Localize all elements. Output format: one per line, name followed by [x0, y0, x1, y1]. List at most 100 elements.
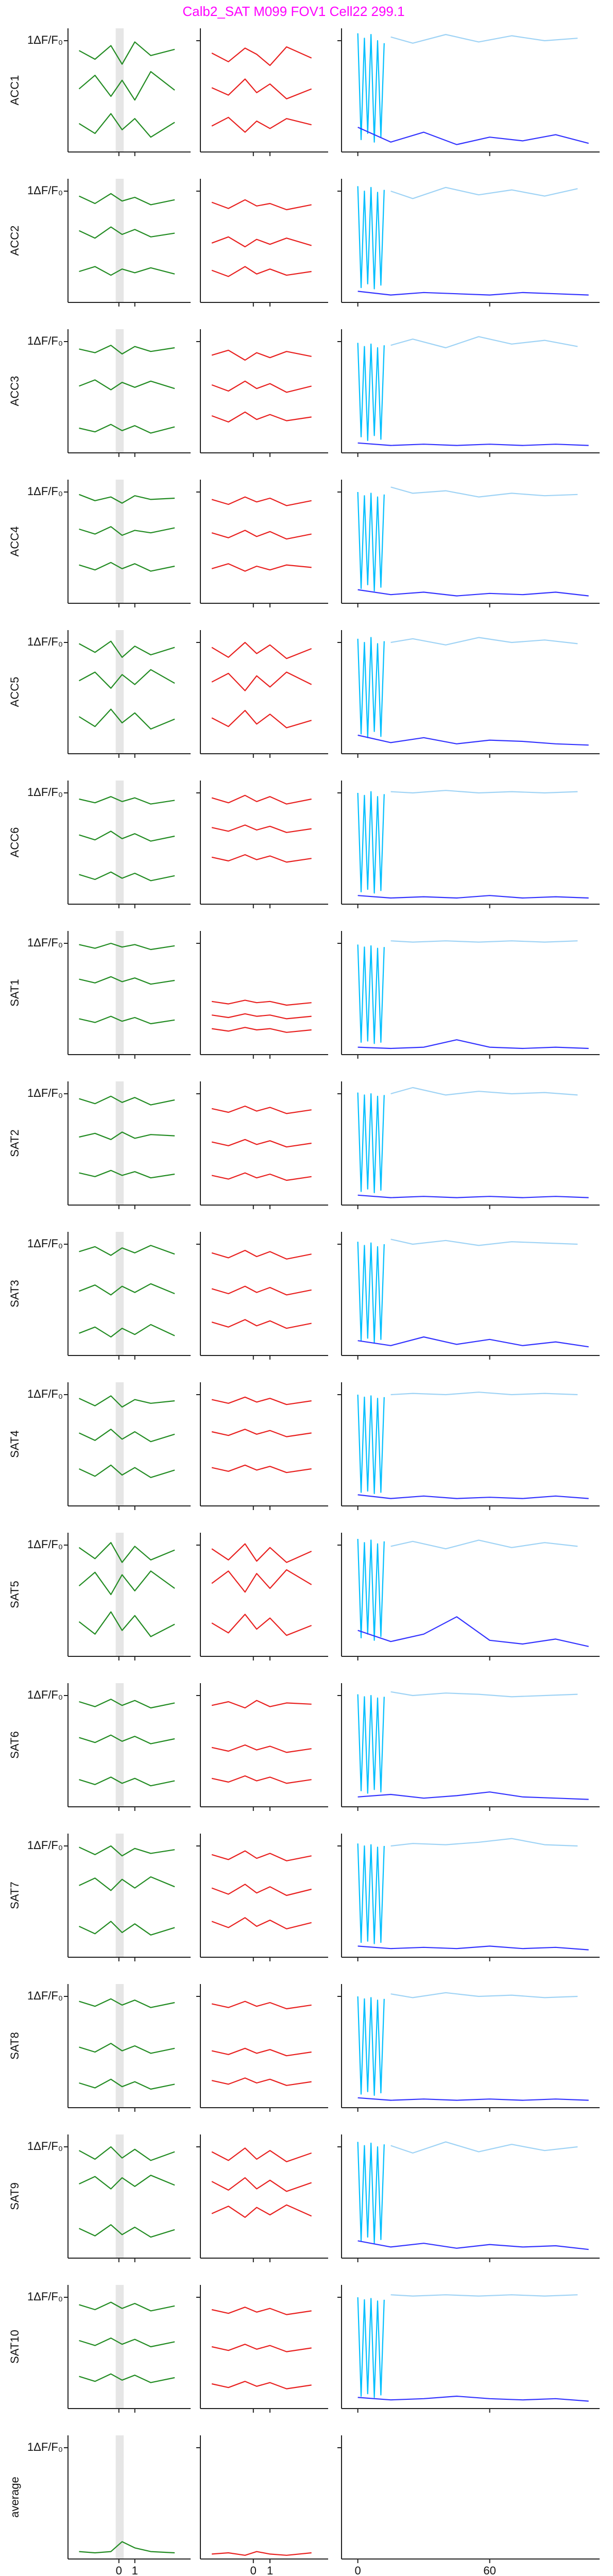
stim-window — [115, 2285, 124, 2409]
trace — [211, 2177, 312, 2192]
trace — [357, 637, 385, 738]
trace — [357, 2395, 589, 2402]
x-tick-label: 0 — [116, 2564, 122, 2576]
scale-label: 1ΔF/F₀ — [27, 1839, 63, 1852]
trace — [79, 226, 175, 239]
stim-window — [115, 781, 124, 904]
trace — [211, 1013, 312, 1020]
trace — [211, 236, 312, 248]
trace — [78, 1542, 175, 1563]
trace — [211, 641, 312, 659]
scale-label: 1ΔF/F₀ — [27, 635, 63, 648]
trace — [79, 494, 175, 504]
trace — [357, 1694, 385, 1794]
row-label: SAT2 — [8, 1129, 21, 1157]
trace — [211, 794, 312, 805]
row-label: ACC6 — [8, 827, 21, 858]
row-label: SAT1 — [8, 979, 21, 1006]
row-label: ACC2 — [8, 226, 21, 256]
trace — [212, 2551, 312, 2556]
scale-label: 1ΔF/F₀ — [27, 485, 63, 498]
stim-window — [115, 931, 124, 1055]
trace — [79, 1131, 175, 1140]
trace — [211, 999, 312, 1006]
trace — [79, 2078, 175, 2090]
trace — [357, 2097, 589, 2101]
trace — [357, 186, 385, 290]
trace — [79, 831, 175, 842]
trace — [79, 976, 175, 985]
trace — [79, 423, 175, 434]
trace — [79, 1170, 175, 1179]
trace — [390, 790, 578, 794]
trace — [79, 1464, 175, 1478]
scale-label: 1ΔF/F₀ — [27, 2140, 63, 2153]
trace — [211, 1429, 312, 1437]
trace — [79, 1734, 175, 1744]
trace — [79, 1998, 175, 2008]
stim-window — [115, 1232, 124, 1355]
scale-label: 1ΔF/F₀ — [27, 2290, 63, 2303]
stim-window — [115, 1081, 124, 1205]
trace — [390, 2294, 578, 2297]
trace — [390, 336, 578, 349]
trace — [211, 1105, 312, 1114]
trace — [79, 1395, 175, 1408]
trace — [78, 640, 175, 658]
scale-label: 1ΔF/F₀ — [27, 936, 63, 949]
trace — [211, 380, 312, 393]
trace — [390, 1691, 578, 1698]
trace — [79, 942, 175, 951]
x-tick-label: 60 — [483, 2564, 496, 2576]
trace — [357, 1092, 385, 1194]
trace — [357, 1194, 589, 1198]
trace — [211, 116, 312, 133]
trace — [357, 895, 589, 899]
trace — [211, 78, 312, 99]
trace — [79, 2301, 175, 2312]
trace — [79, 1776, 175, 1787]
trace — [79, 1324, 175, 1338]
trace — [390, 187, 578, 199]
trace — [357, 343, 385, 442]
trace — [357, 2297, 385, 2398]
trace — [211, 1172, 312, 1181]
trace — [390, 1392, 578, 1396]
scale-label: 1ΔF/F₀ — [27, 1538, 63, 1551]
trace — [357, 589, 589, 597]
x-tick-label: 1 — [132, 2564, 138, 2576]
row-label: SAT7 — [8, 1882, 21, 1909]
trace — [357, 1843, 385, 1944]
scale-label: 1ΔF/F₀ — [27, 1989, 63, 2002]
row-label: SAT8 — [8, 2032, 21, 2059]
trace — [211, 2047, 312, 2057]
trace — [211, 1464, 312, 1473]
trace — [357, 1039, 589, 1049]
trace — [79, 1699, 175, 1709]
row-label: SAT9 — [8, 2182, 21, 2210]
x-tick-label: 0 — [354, 2564, 361, 2576]
row-label: SAT3 — [8, 1280, 21, 1307]
trace — [390, 1838, 578, 1847]
trace — [79, 871, 175, 882]
trace — [357, 2142, 385, 2244]
stim-window — [115, 28, 124, 152]
trace — [211, 2077, 312, 2086]
scale-label: 1ΔF/F₀ — [27, 33, 63, 46]
trace — [79, 1429, 175, 1443]
trace — [357, 291, 589, 296]
trace — [78, 41, 175, 65]
trace — [211, 2204, 312, 2218]
x-tick-label: 0 — [250, 2564, 257, 2576]
trace — [211, 1884, 312, 1896]
trace — [211, 1744, 312, 1753]
trace — [79, 2337, 175, 2348]
trace — [357, 126, 589, 145]
trace — [79, 2224, 175, 2238]
trace — [390, 1239, 578, 1246]
trace — [390, 637, 578, 646]
trace — [79, 2541, 175, 2554]
stim-window — [115, 630, 124, 754]
